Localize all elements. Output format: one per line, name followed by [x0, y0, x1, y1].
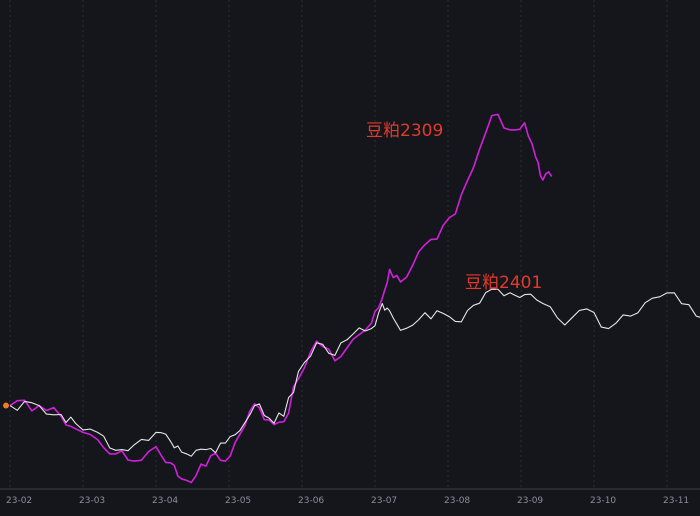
x-tick-label-23-11: 23-11: [663, 496, 689, 506]
series-label-2401: 豆粕2401: [465, 273, 542, 293]
x-tick-label-23-08: 23-08: [444, 496, 470, 506]
x-tick-label-23-06: 23-06: [298, 496, 324, 506]
series-line-2401: [9, 288, 700, 457]
x-tick-label-23-09: 23-09: [517, 496, 543, 506]
series-layer: [9, 113, 700, 484]
x-tick-label-23-02: 23-02: [6, 496, 32, 506]
x-tick-label-23-07: 23-07: [371, 496, 397, 506]
x-axis-ticks: 23-02 23-03 23-04 23-05 23-06 23-07 23-08 23-09…: [6, 496, 689, 506]
x-tick-label-23-05: 23-05: [225, 496, 251, 506]
x-tick-label-23-10: 23-10: [590, 496, 616, 506]
series-label-2309: 豆粕2309: [366, 121, 443, 141]
x-tick-label-23-03: 23-03: [79, 496, 105, 506]
x-tick-label-23-04: 23-04: [152, 496, 178, 506]
grid-lines: [9, 0, 668, 489]
start-marker: [3, 402, 9, 409]
